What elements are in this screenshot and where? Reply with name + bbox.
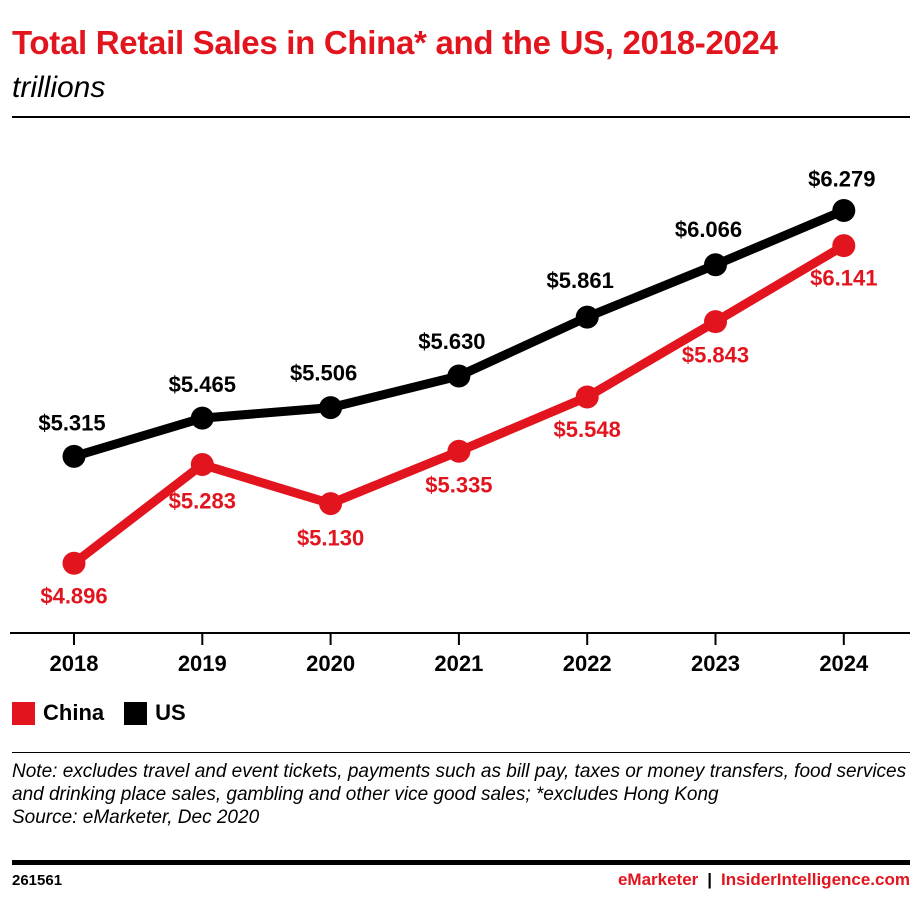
x-tick-label-2024: 2024 (819, 651, 869, 676)
point-china-2021 (447, 439, 471, 463)
x-tick-label-2023: 2023 (691, 651, 740, 676)
series-layer (62, 198, 856, 575)
x-axis: 2018 2019 2020 2021 2022 2023 2024 (10, 632, 910, 676)
brand-emarketer: eMarketer (617, 870, 699, 889)
legend-item-china: China (12, 700, 104, 726)
series-line-china (69, 241, 849, 568)
x-tick-label-2019: 2019 (178, 651, 227, 676)
notes: Note: excludes travel and event tickets,… (12, 760, 910, 829)
x-tick-label-2018: 2018 (50, 651, 99, 676)
data-label-us-2018: $5.315 (38, 410, 105, 435)
data-label-us-2024: $6.279 (808, 166, 875, 191)
x-tick-label-2022: 2022 (563, 651, 612, 676)
point-china-2020 (319, 492, 343, 516)
legend-swatch-us (124, 701, 148, 725)
data-label-us-2022: $5.861 (547, 268, 614, 293)
point-china-2022 (575, 385, 599, 409)
x-tick-label-2020: 2020 (306, 651, 355, 676)
chart-title: Total Retail Sales in China* and the US,… (12, 24, 778, 61)
point-us-2020 (319, 396, 343, 420)
legend-swatch-china (12, 701, 35, 725)
brand-insiderintelligence: InsiderIntelligence.com (721, 870, 910, 889)
notes-divider (12, 752, 910, 753)
data-label-us-2020: $5.506 (290, 361, 357, 386)
data-label-china-2024: $6.141 (810, 266, 877, 291)
chart-subtitle: trillions (12, 71, 106, 104)
legend: China US (12, 700, 206, 726)
point-china-2023 (704, 310, 727, 334)
brand-separator: | (707, 870, 713, 889)
footer-brand: eMarketer | InsiderIntelligence.com (618, 870, 910, 890)
point-us-2021 (447, 364, 471, 388)
point-us-2019 (190, 406, 214, 430)
data-label-us-2021: $5.630 (418, 329, 485, 354)
footer-divider (12, 860, 910, 865)
data-label-china-2019: $5.283 (169, 489, 236, 514)
point-china-2019 (190, 453, 214, 477)
point-us-2022 (575, 305, 599, 329)
data-labels: $4.896 $5.283 $5.130 $5.335 $5.548 $5.843 $6.1… (38, 166, 877, 608)
data-label-us-2023: $6.066 (675, 217, 742, 242)
data-label-china-2021: $5.335 (425, 472, 492, 497)
data-label-china-2020: $5.130 (297, 526, 364, 551)
chart-id: 261561 (12, 872, 63, 889)
legend-label-china: China (43, 700, 105, 725)
point-us-2018 (62, 444, 86, 468)
point-china-2024 (832, 234, 856, 258)
x-tick-label-2021: 2021 (434, 651, 483, 676)
point-us-2023 (704, 253, 727, 277)
point-china-2018 (62, 551, 86, 575)
legend-item-us: US (124, 700, 186, 726)
data-label-china-2023: $5.843 (682, 343, 749, 368)
data-label-us-2019: $5.465 (169, 372, 236, 397)
title-divider (12, 116, 910, 118)
note-text: Note: excludes travel and event tickets,… (12, 761, 907, 805)
point-us-2024 (832, 198, 856, 222)
legend-label-us: US (155, 700, 186, 725)
data-label-china-2022: $5.548 (554, 417, 621, 442)
source-text: Source: eMarketer, Dec 2020 (12, 807, 260, 828)
data-label-china-2018: $4.896 (40, 583, 107, 608)
